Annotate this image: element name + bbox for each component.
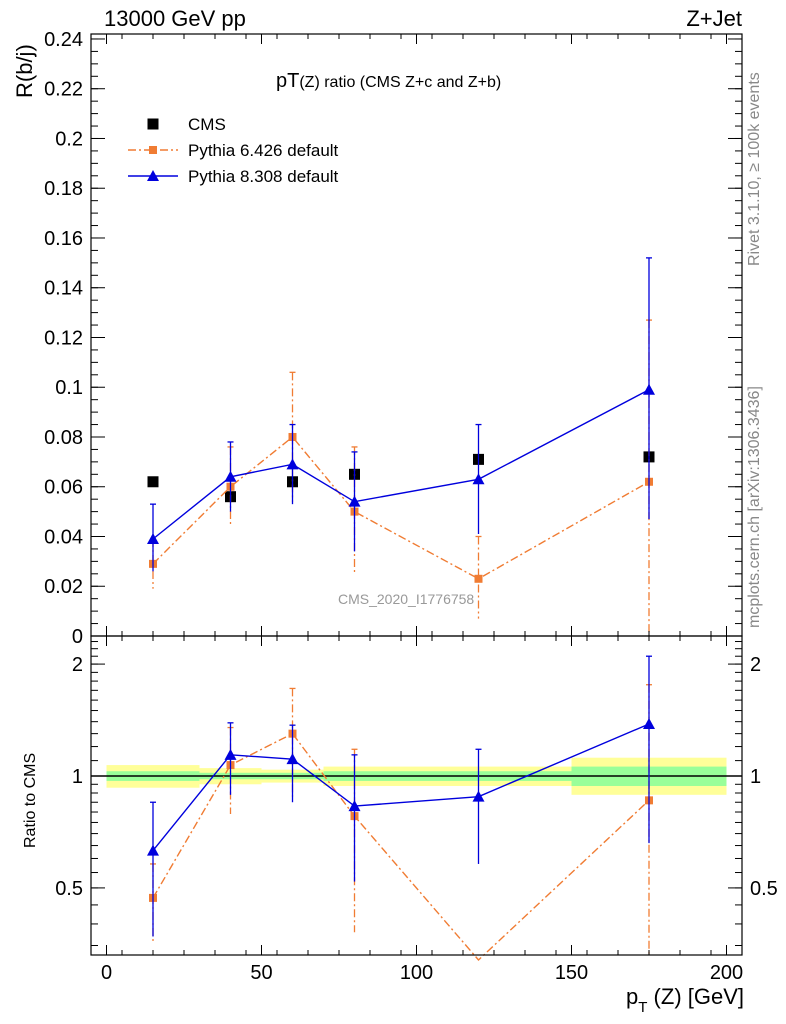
main-data-point: [147, 476, 159, 488]
legend-marker-py8: [147, 170, 159, 181]
y-tick-label-main: 0.16: [44, 228, 83, 250]
title-rest: ratio (CMS Z+c and Z+b): [319, 74, 502, 91]
y-tick-label-main: 0: [72, 626, 83, 648]
y-tick-label-main: 0.04: [44, 526, 83, 548]
x-label-sub: T: [638, 999, 648, 1016]
legend-label-py6: Pythia 6.426 default: [188, 141, 339, 160]
header-right: Z+Jet: [686, 6, 742, 31]
y-tick-label-main: 0.12: [44, 327, 83, 349]
y-tick-label-main: 0.24: [44, 29, 83, 51]
y-tick-label-main: 0.02: [44, 576, 83, 598]
side-label-bottom: mcplots.cern.ch [arXiv:1306.3436]: [746, 386, 763, 628]
legend-marker-data: [147, 118, 159, 130]
y-tick-label-main: 0.08: [44, 427, 83, 449]
ratio-py8-line: [152, 723, 650, 852]
x-label-p: p: [626, 984, 639, 1009]
ratio-tick-label-right: 2: [750, 654, 761, 676]
x-tick-label: 100: [400, 962, 433, 984]
y-tick-label-main: 0.06: [44, 477, 83, 499]
main-py6-line: [152, 436, 650, 580]
main-py8-point: [224, 470, 237, 482]
ratio-py6-line: [152, 732, 650, 961]
ratio-py8-point: [472, 790, 485, 802]
ratio-py8-point: [224, 748, 237, 760]
ratio-tick-label-right: 1: [750, 766, 761, 788]
ratio-plot-frame: [90, 635, 743, 956]
plot-title: pT(Z) ratio (CMS Z+c and Z+b): [276, 70, 501, 93]
ratio-tick-label-right: 0.5: [750, 878, 778, 900]
ratio-py8-point: [348, 800, 361, 812]
y-tick-label-main: 0.14: [44, 278, 83, 300]
ratio-tick-label-left: 0.5: [55, 878, 83, 900]
x-tick-label: 50: [250, 962, 272, 984]
ratio-tick-label-left: 2: [72, 654, 83, 676]
x-axis-label: pT (Z) [GeV]: [626, 984, 744, 1016]
ratio-py8-point: [147, 844, 159, 856]
side-label-top: Rivet 3.1.10, ≥ 100k events: [746, 72, 763, 266]
x-tick-label: 150: [555, 962, 588, 984]
main-py6-point: [474, 574, 483, 583]
x-tick-label: 0: [101, 962, 112, 984]
ratio-tick-label-left: 1: [72, 766, 83, 788]
y-tick-label-main: 0.1: [55, 377, 83, 399]
y-tick-label-main: 0.2: [55, 128, 83, 150]
main-py8-point: [348, 495, 361, 507]
y-axis-label-ratio: Ratio to CMS: [22, 752, 39, 848]
main-py8-line: [152, 389, 650, 540]
legend: CMS Pythia 6.426 default Pythia 8.308 defa…: [128, 115, 339, 186]
x-tick-label: 200: [710, 962, 743, 984]
y-tick-label-main: 0.18: [44, 178, 83, 200]
ratio-py8-point: [286, 753, 299, 765]
main-py8-point: [643, 383, 655, 395]
y-tick-label-main: 0.22: [44, 79, 83, 101]
legend-label-data: CMS: [188, 115, 226, 134]
main-py8-point: [472, 473, 485, 485]
ratio-py8-point: [643, 717, 655, 729]
header-left: 13000 GeV pp: [104, 6, 246, 31]
y-axis-label-main: R(b/j): [12, 44, 37, 98]
x-label-rest: (Z) [GeV]: [647, 984, 744, 1009]
legend-label-py8: Pythia 8.308 default: [188, 167, 339, 186]
title-main: pT: [276, 70, 300, 92]
title-sub: (Z): [299, 74, 320, 91]
watermark: CMS_2020_I1776758: [338, 591, 475, 607]
main-py8-point: [286, 458, 299, 470]
main-py8-point: [147, 532, 159, 544]
legend-marker-py6: [149, 146, 157, 154]
